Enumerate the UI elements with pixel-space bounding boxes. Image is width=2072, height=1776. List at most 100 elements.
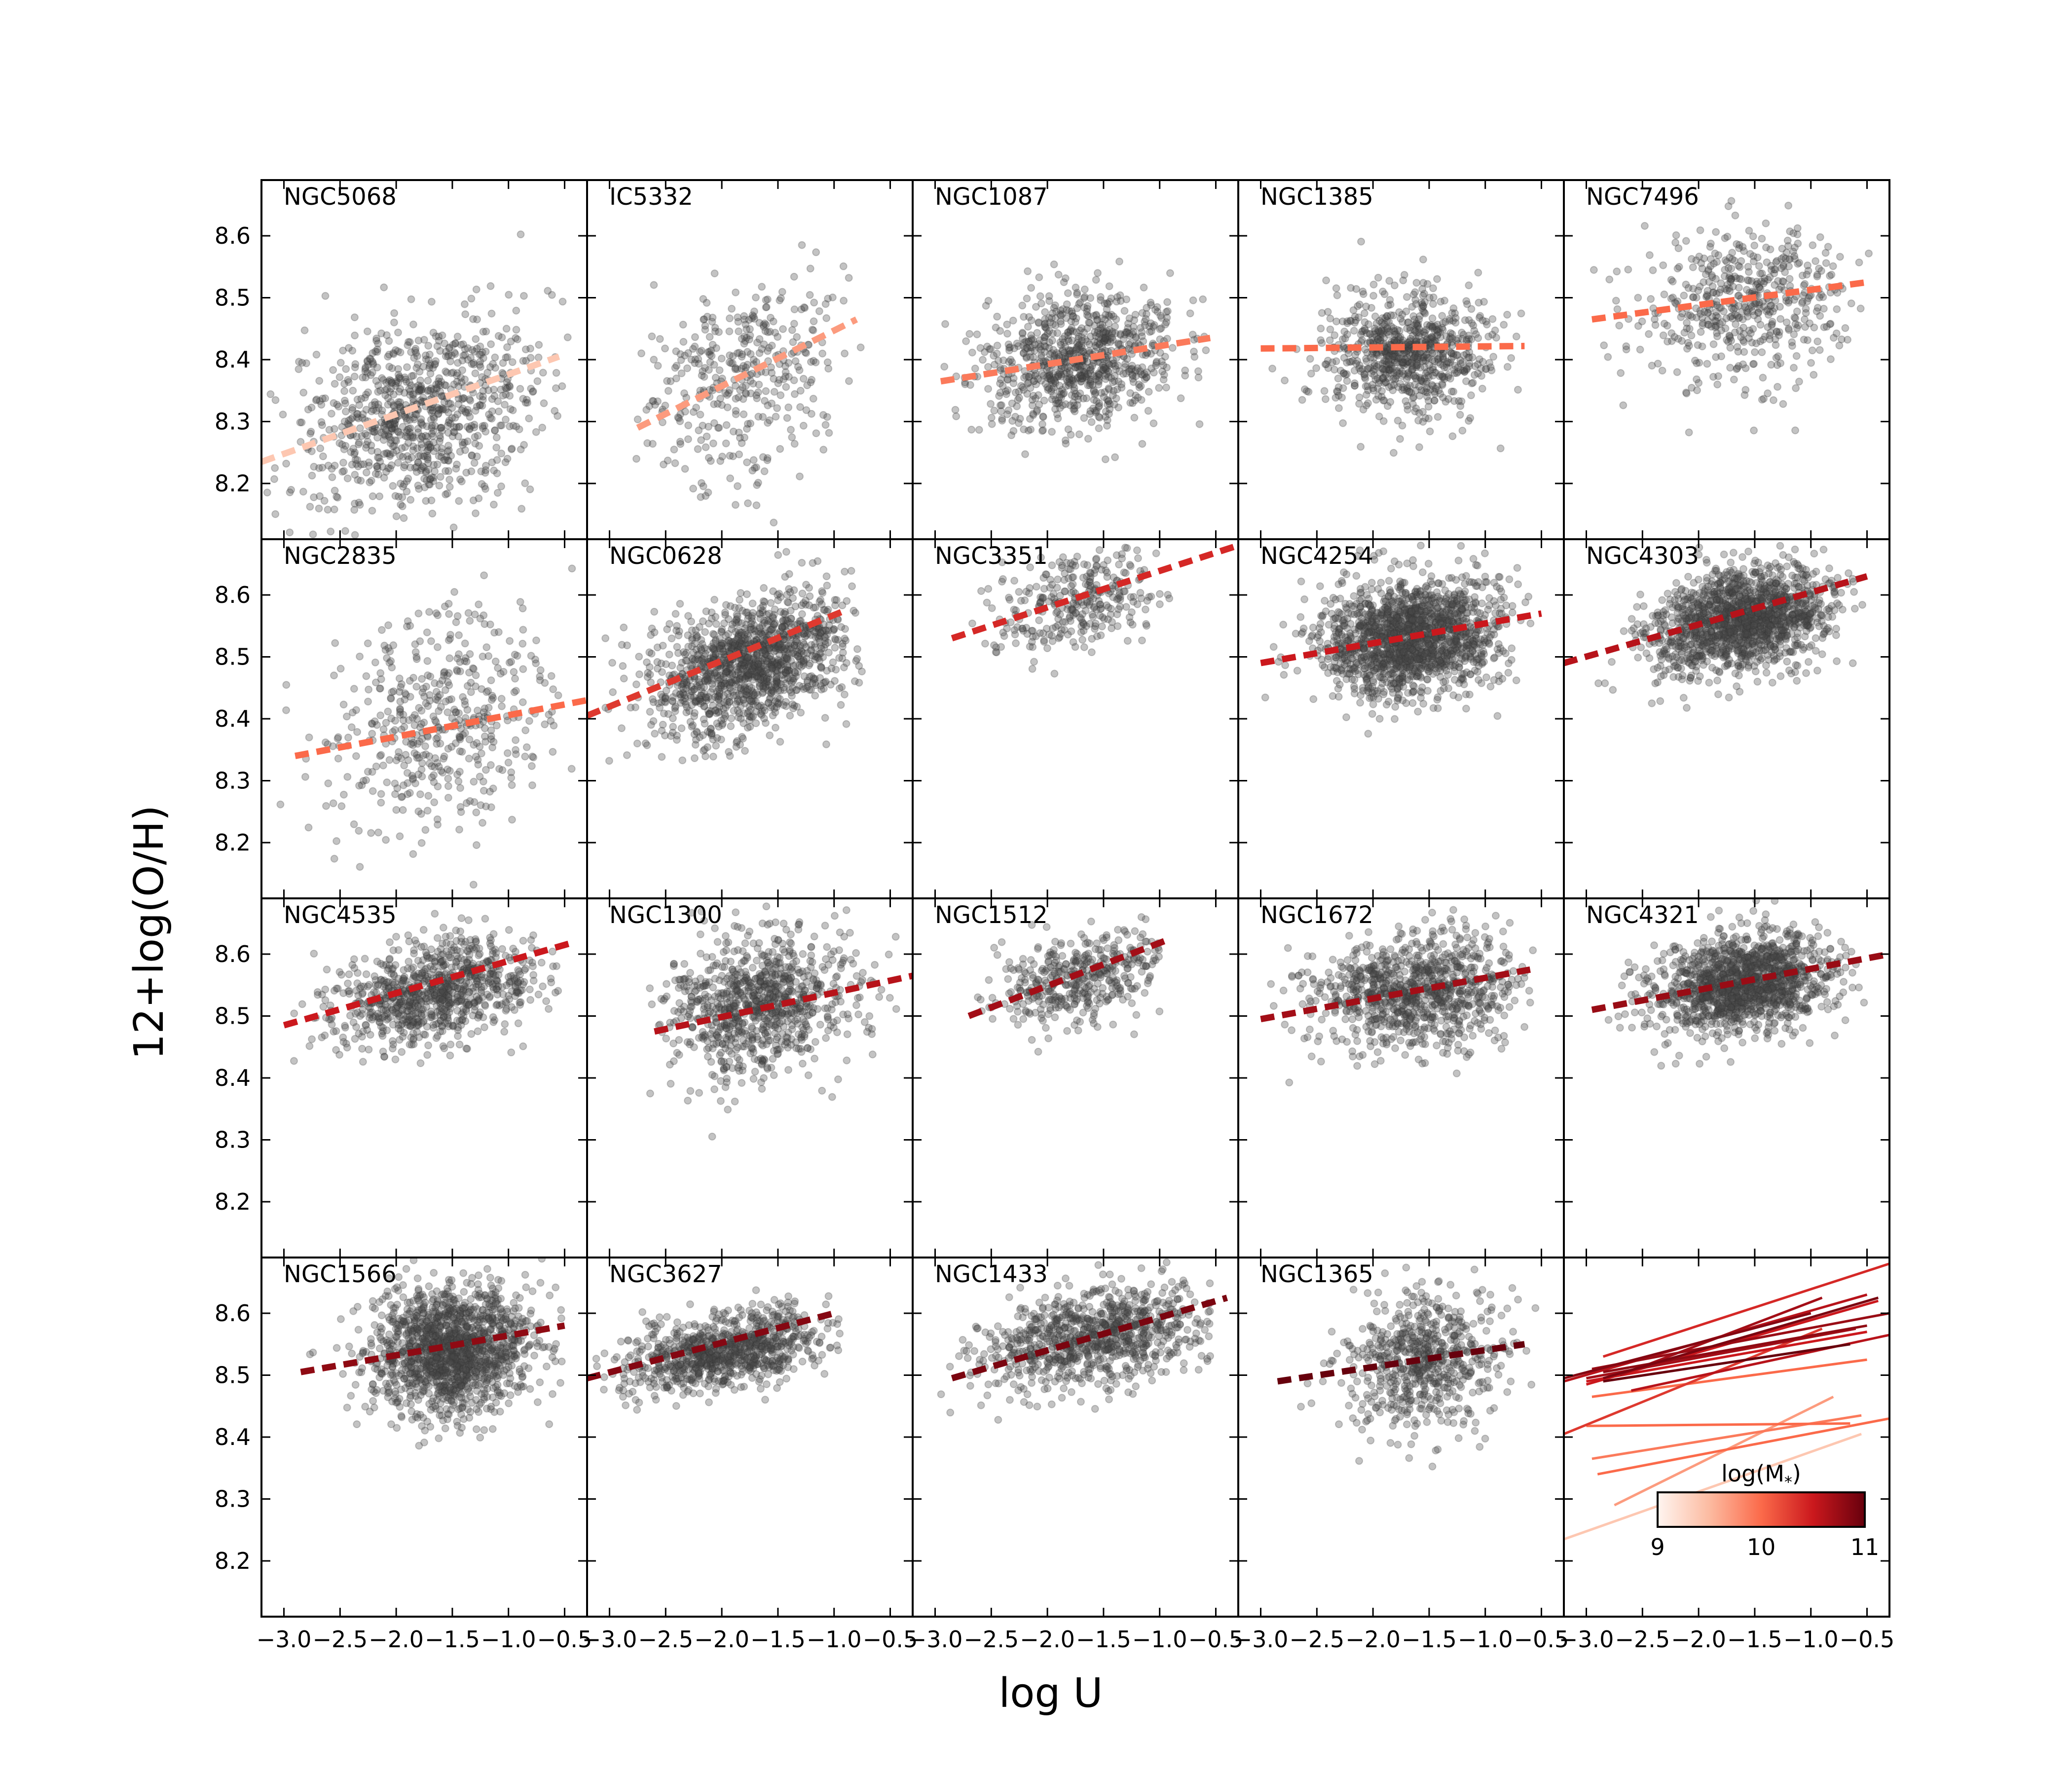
data-point — [832, 596, 841, 604]
data-point — [742, 390, 750, 398]
data-point — [1029, 335, 1037, 344]
data-point — [372, 377, 380, 385]
data-point — [322, 802, 330, 810]
data-point — [449, 523, 458, 532]
data-point — [341, 399, 349, 407]
data-point — [411, 464, 419, 472]
data-point — [1333, 291, 1341, 299]
data-point — [1051, 301, 1059, 309]
data-point — [539, 369, 547, 377]
data-point — [374, 828, 382, 837]
data-point — [812, 358, 820, 367]
data-point — [699, 617, 707, 626]
data-point — [674, 413, 682, 421]
data-point — [429, 427, 438, 435]
data-point — [444, 421, 452, 430]
data-point — [1099, 334, 1107, 342]
data-point — [1463, 300, 1471, 308]
data-point — [759, 413, 767, 421]
data-point — [1033, 329, 1041, 337]
data-point — [404, 341, 412, 349]
data-point — [1739, 360, 1747, 369]
data-point — [512, 306, 520, 315]
data-point — [479, 387, 487, 395]
data-point — [1160, 370, 1168, 379]
data-point — [1362, 382, 1370, 390]
data-point — [379, 761, 387, 770]
data-point — [424, 441, 432, 449]
data-point — [1025, 337, 1033, 346]
data-point — [417, 382, 425, 390]
data-point — [665, 650, 673, 659]
data-point — [1801, 280, 1809, 288]
data-point — [762, 303, 771, 311]
data-point — [1758, 348, 1766, 356]
data-point — [1054, 270, 1063, 279]
data-point — [1094, 376, 1103, 384]
data-point — [471, 433, 479, 441]
data-point — [1479, 316, 1487, 325]
data-point — [486, 363, 494, 371]
data-point — [1106, 400, 1114, 408]
data-point — [1369, 384, 1377, 392]
data-point — [681, 465, 689, 473]
data-point — [454, 777, 463, 785]
data-point — [1110, 372, 1119, 380]
data-point — [372, 334, 381, 343]
data-point — [558, 297, 567, 306]
data-point — [417, 415, 425, 423]
data-point — [1135, 383, 1144, 392]
data-point — [1829, 333, 1838, 342]
data-point — [1094, 403, 1103, 411]
data-point — [315, 464, 323, 472]
data-point — [1138, 363, 1147, 371]
data-point — [351, 499, 359, 508]
data-point — [525, 414, 533, 423]
data-point — [710, 269, 719, 278]
data-point — [1684, 284, 1693, 292]
data-point — [417, 383, 425, 392]
data-point — [411, 344, 420, 353]
data-point — [1086, 294, 1095, 302]
data-point — [1412, 320, 1420, 328]
data-point — [1379, 374, 1387, 382]
data-point — [420, 718, 428, 727]
data-point — [484, 652, 493, 660]
data-point — [725, 358, 734, 367]
data-point — [305, 733, 313, 741]
data-point — [340, 467, 348, 475]
data-point — [478, 480, 486, 488]
data-point — [739, 383, 747, 391]
data-point — [1696, 226, 1704, 234]
data-point — [698, 371, 706, 379]
data-point — [691, 754, 699, 762]
data-point — [1095, 333, 1103, 341]
data-point — [472, 808, 481, 816]
data-point — [646, 707, 654, 716]
data-point — [350, 313, 359, 322]
data-point — [1095, 377, 1103, 386]
data-point — [635, 670, 643, 678]
data-point — [345, 416, 353, 424]
data-point — [812, 248, 820, 257]
data-point — [1062, 440, 1070, 448]
data-point — [1672, 231, 1680, 239]
data-point — [735, 393, 743, 402]
data-point — [357, 395, 366, 403]
data-point — [464, 408, 473, 417]
data-point — [799, 374, 808, 383]
data-point — [436, 434, 444, 443]
data-point — [1069, 376, 1077, 385]
data-point — [1055, 370, 1064, 378]
data-point — [1024, 323, 1032, 331]
data-point — [1002, 390, 1010, 398]
data-point — [466, 617, 474, 625]
data-point — [1110, 400, 1118, 408]
data-point — [310, 493, 318, 501]
data-point — [1065, 378, 1073, 387]
data-point — [1008, 417, 1017, 425]
data-point — [488, 407, 496, 415]
data-point — [1143, 368, 1151, 376]
data-point — [784, 359, 793, 367]
data-point — [1066, 367, 1074, 375]
